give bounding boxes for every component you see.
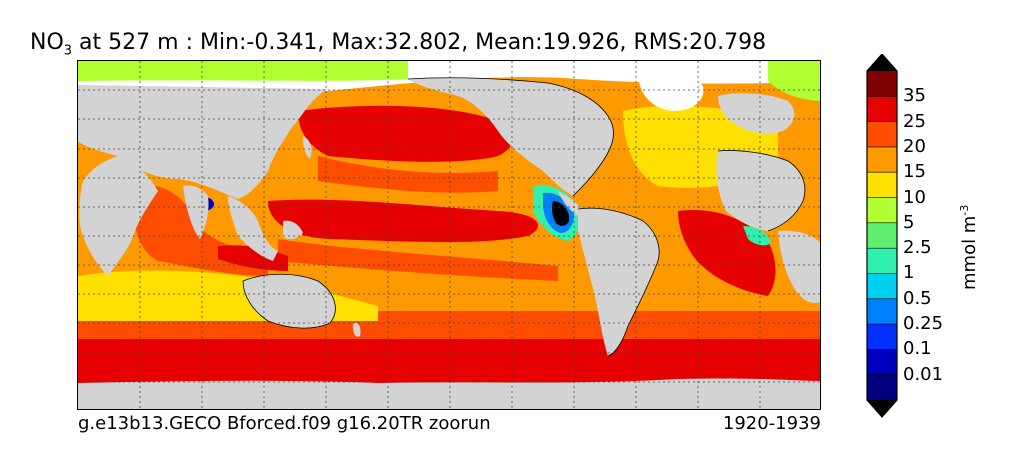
colorbar-segment [867, 273, 897, 300]
colorbar-segment [867, 374, 897, 401]
eq-pacific-red [268, 199, 538, 243]
asia-landmass [78, 85, 328, 199]
colorbar-segment [867, 349, 897, 376]
colorbar-outline [866, 54, 898, 418]
units-exponent: -3 [958, 204, 971, 216]
colorbar-segment [867, 146, 897, 173]
greenland-ice [638, 70, 704, 111]
colorbar-tick-label: 2.5 [903, 237, 932, 259]
colorbar-tick-label: 0.25 [903, 313, 944, 335]
colorbar-segment [867, 197, 897, 224]
colorbar-tick-label: 35 [903, 85, 926, 107]
north-pacific-orange [318, 156, 498, 193]
title-subscript: 3 [63, 43, 73, 59]
colorbar-under-arrow [867, 400, 897, 417]
antarctica [78, 378, 820, 409]
arctic-yellowgreen-west [78, 61, 408, 81]
colorbar [866, 54, 898, 418]
colorbar-tick-label: 25 [903, 110, 926, 132]
title-variable: NO [30, 30, 64, 55]
units-base: mmol m [959, 215, 980, 290]
colorbar-tick-label: 5 [903, 211, 915, 233]
borneo-island [283, 220, 303, 240]
colorbar-segment [867, 222, 897, 249]
benguela-low [743, 226, 771, 246]
southern-front [78, 321, 820, 339]
colorbar-segment [867, 121, 897, 148]
title-stats: at 527 m : Min:-0.341, Max:32.802, Mean:… [72, 30, 767, 55]
colorbar-segment [867, 96, 897, 123]
australia-landmass [243, 274, 336, 329]
colorbar-tick-label: 15 [903, 161, 926, 183]
colorbar-segment [867, 248, 897, 274]
colorbar-tick-label: 0.5 [903, 287, 932, 309]
arabia-africa-east [79, 156, 158, 276]
europe-landmass [718, 93, 795, 134]
south-america [578, 208, 660, 356]
central-america [558, 191, 583, 216]
run-name: g.e13b13.GECO Bforced.f09 g16.20TR zooru… [78, 413, 491, 434]
year-range: 1920-1939 [722, 413, 821, 434]
india-landmass [183, 185, 209, 239]
map-panel [77, 60, 821, 410]
colorbar-over-arrow [867, 54, 897, 71]
new-zealand [352, 322, 361, 337]
colorbar-segment [867, 298, 897, 325]
colorbar-units: mmol m-3 [958, 205, 980, 290]
arctic-yellowgreen-east [768, 61, 820, 101]
north-america [408, 77, 614, 196]
coastlines [242, 77, 806, 357]
plot-title: NO3 at 527 m : Min:-0.341, Max:32.802, M… [30, 30, 766, 58]
graticule [78, 61, 820, 409]
colorbar-tick-label: 1 [903, 262, 915, 284]
japan-islands [302, 136, 312, 159]
colorbar-tick-label: 0.1 [903, 338, 932, 360]
africa-west [716, 150, 805, 231]
colorbar-tick-label: 10 [903, 186, 926, 208]
map-svg [78, 61, 820, 409]
north-pacific-red [298, 105, 513, 162]
southeast-asia [228, 196, 278, 261]
colorbar-tick-label: 20 [903, 135, 926, 157]
colorbar-tick-label: 0.01 [903, 363, 944, 385]
africa-south [778, 230, 820, 303]
colorbar-segment [867, 324, 897, 350]
eq-pacific-orange [278, 239, 558, 281]
colorbar-segment [867, 172, 897, 199]
colorbar-segment [867, 71, 897, 97]
